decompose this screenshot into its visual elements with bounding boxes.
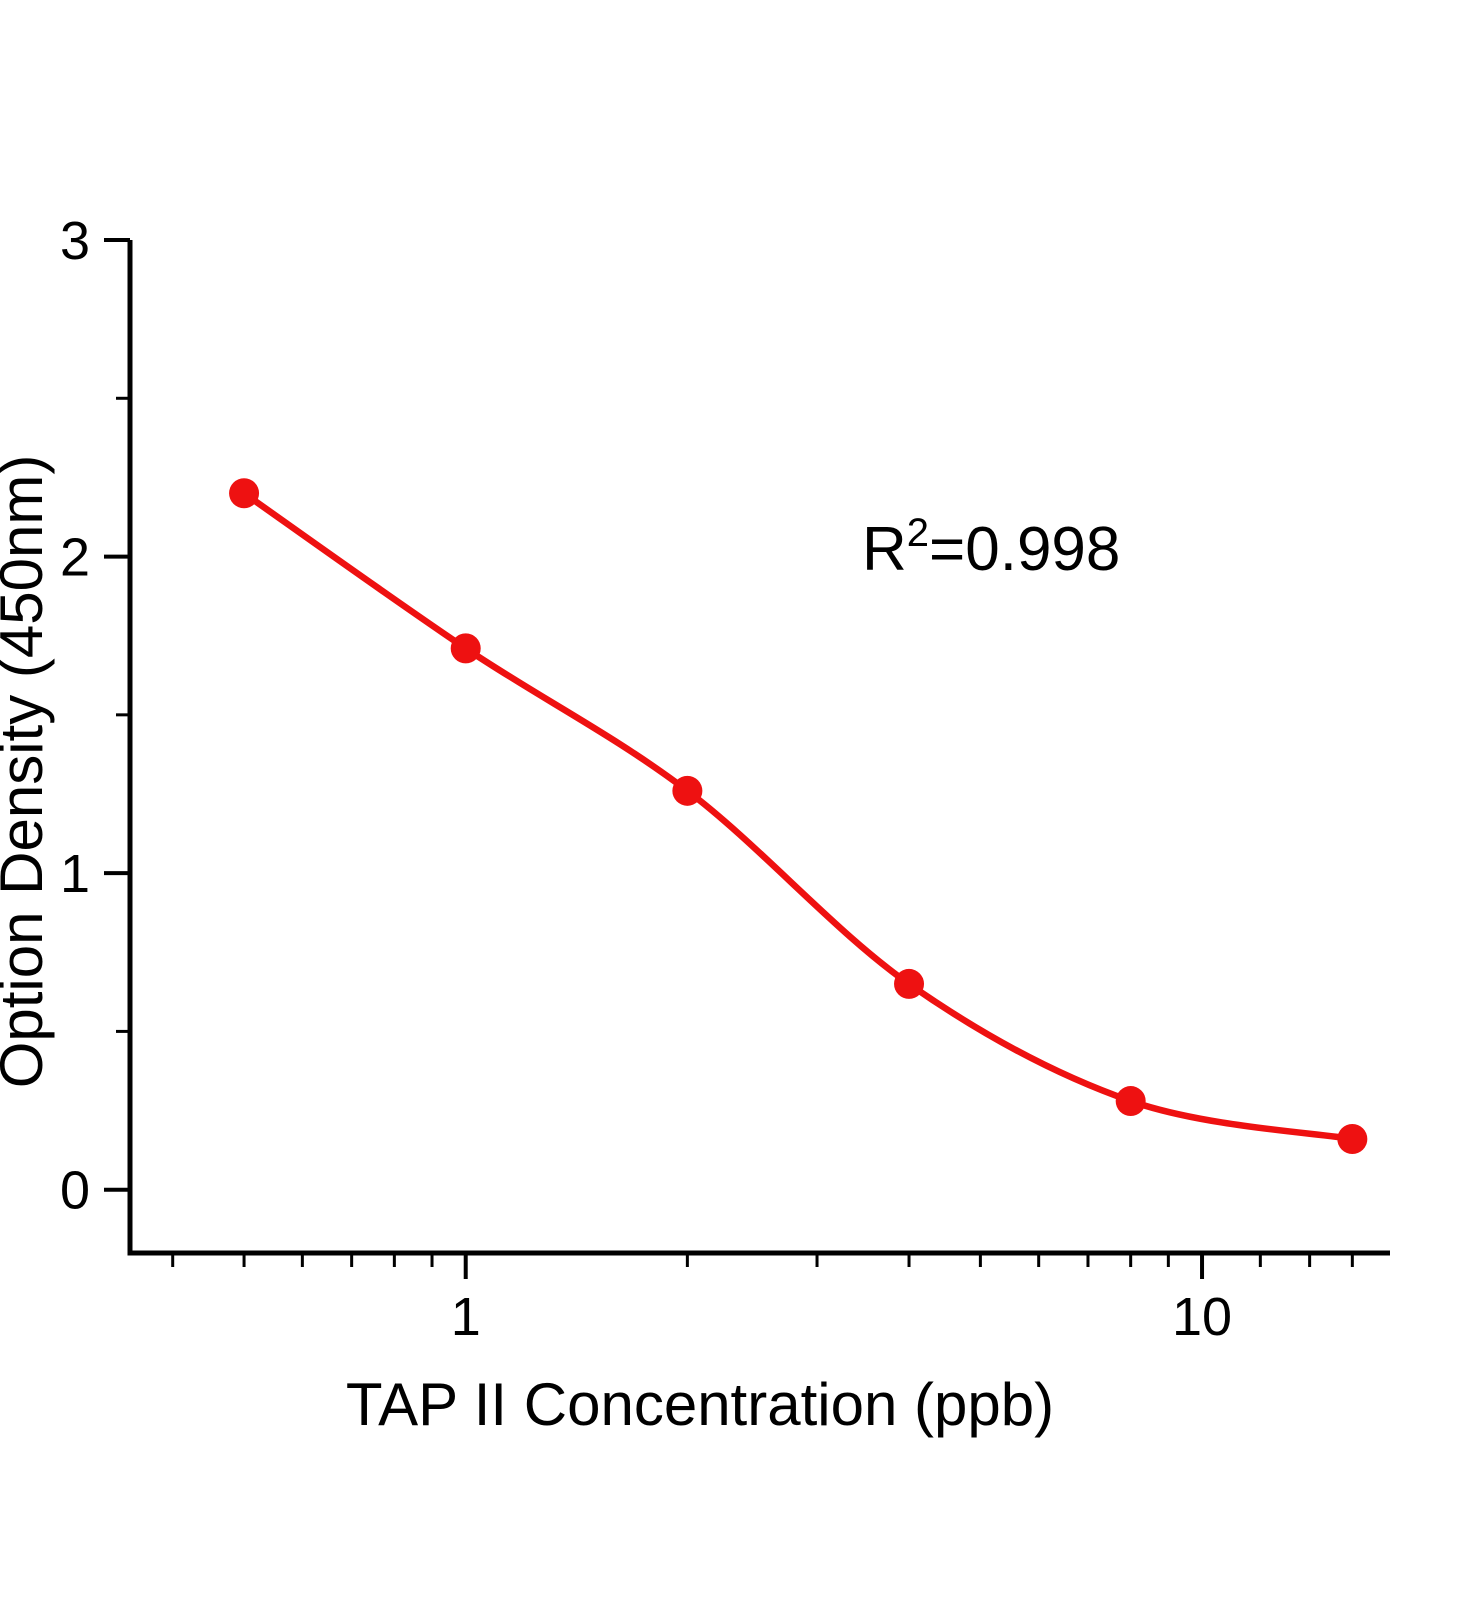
r-squared-annotation: R2=0.998	[862, 511, 1120, 584]
fit-curve	[240, 490, 1356, 1143]
y-tick-label: 3	[60, 211, 90, 271]
y-tick-label: 0	[60, 1161, 90, 1221]
x-tick-label: 1	[451, 1287, 481, 1347]
y-tick-label: 2	[60, 528, 90, 588]
y-axis-title: Option Density (450nm)	[0, 455, 55, 1089]
x-tick-label: 10	[1172, 1287, 1232, 1347]
data-point	[450, 633, 481, 664]
data-point	[894, 968, 925, 999]
data-point	[229, 478, 260, 509]
data-point	[672, 775, 703, 806]
axes-spines	[127, 240, 1390, 1256]
y-tick-label: 1	[60, 844, 90, 904]
data-point	[1115, 1086, 1146, 1117]
data-point	[1337, 1124, 1368, 1155]
x-axis-title: TAP II Concentration (ppb)	[346, 1371, 1054, 1438]
